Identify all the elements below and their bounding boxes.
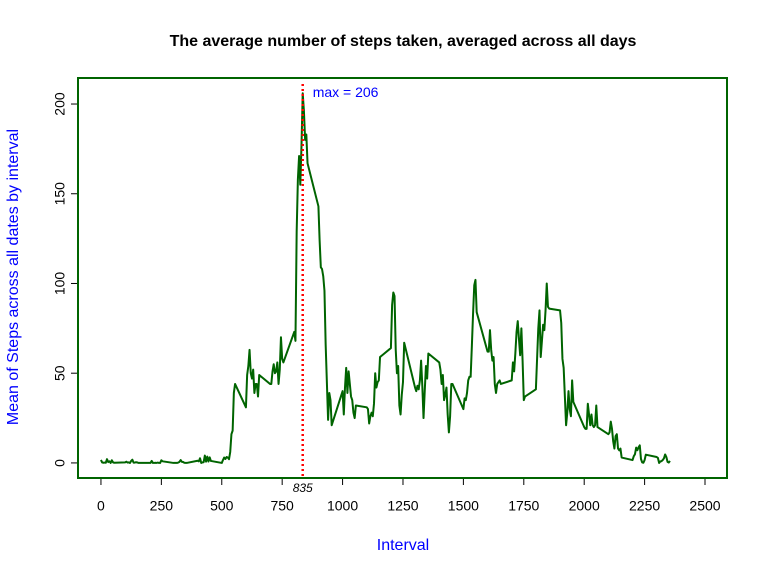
max-annotation: max = 206 — [313, 84, 379, 100]
y-axis-label: Mean of Steps across all dates by interv… — [5, 129, 22, 425]
x-tick-label: 2500 — [689, 498, 720, 514]
x-tick-label: 750 — [270, 498, 294, 514]
x-tick-label: 1250 — [387, 498, 418, 514]
x-tick-label: 250 — [150, 498, 174, 514]
plot-box — [77, 77, 728, 479]
y-tick-label: 50 — [52, 365, 68, 381]
x-tick-label: 2250 — [629, 498, 660, 514]
y-tick-label: 150 — [52, 182, 68, 206]
x-tick-label: 2000 — [569, 498, 600, 514]
x-tick-label: 1000 — [327, 498, 358, 514]
x-tick-label: 1750 — [508, 498, 539, 514]
x-tick-label: 0 — [97, 498, 105, 514]
x-tick-label: 1500 — [448, 498, 479, 514]
x-tick-label: 500 — [210, 498, 234, 514]
x-axis-label: Interval — [377, 537, 429, 554]
y-tick-label: 0 — [52, 459, 68, 467]
chart-title: The average number of steps taken, avera… — [170, 33, 637, 50]
y-tick-label: 100 — [52, 272, 68, 296]
y-tick-label: 200 — [52, 92, 68, 116]
data-line — [100, 92, 671, 464]
max-interval-label: 835 — [293, 481, 313, 495]
